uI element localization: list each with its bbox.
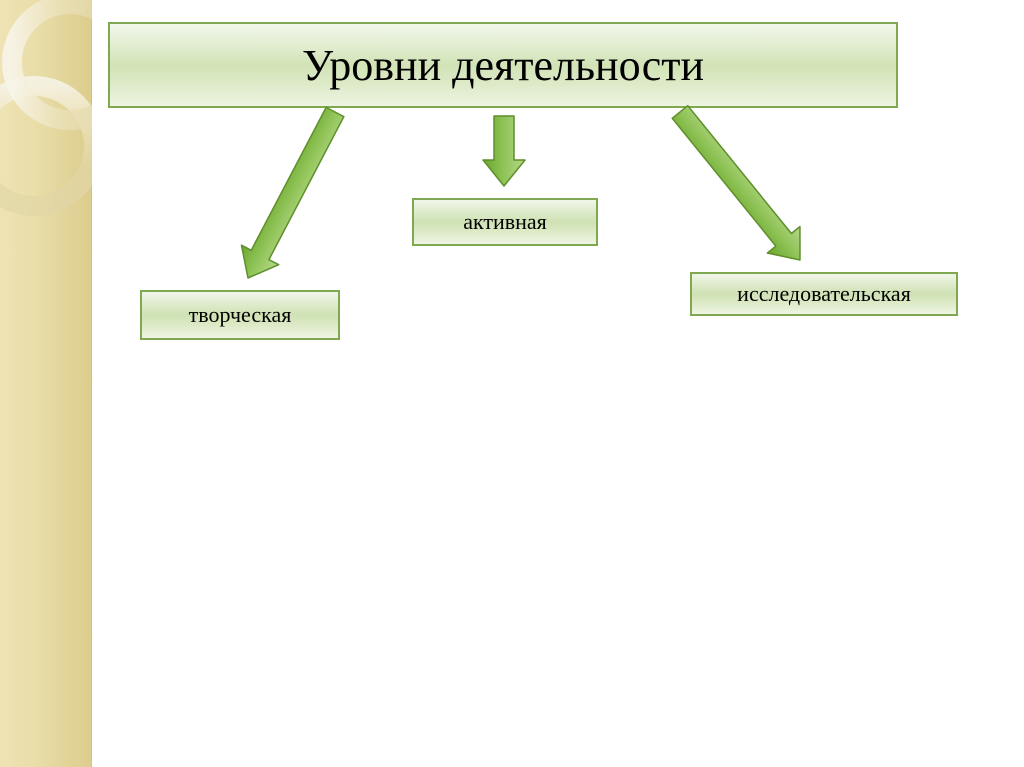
sidebar-decoration <box>0 0 92 767</box>
arrow-left <box>200 64 383 326</box>
slide: Уровни деятельности творческая активная … <box>0 0 1024 767</box>
rings-decoration <box>0 0 92 280</box>
arrow-right <box>632 64 848 308</box>
arrow-down <box>456 68 552 234</box>
